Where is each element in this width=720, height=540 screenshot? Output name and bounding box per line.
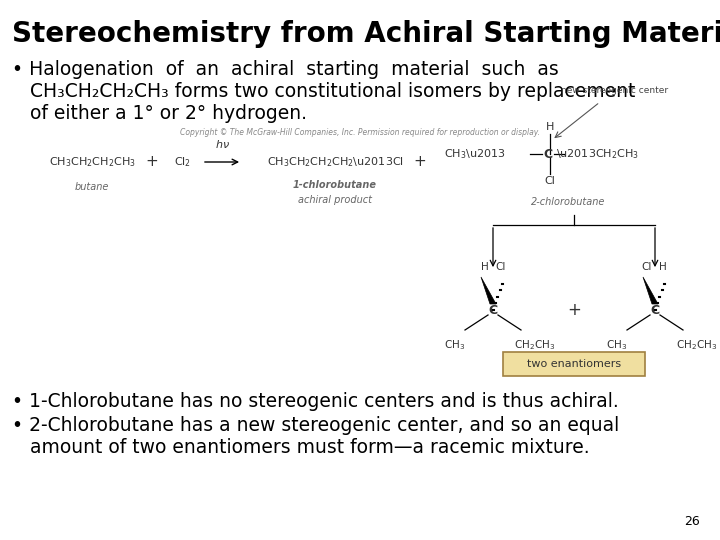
Text: • 2-Chlorobutane has a new stereogenic center, and so an equal: • 2-Chlorobutane has a new stereogenic c…	[12, 416, 619, 435]
Text: 2-chlorobutane: 2-chlorobutane	[531, 197, 606, 207]
Text: achiral product: achiral product	[298, 195, 372, 205]
Text: two enantiomers: two enantiomers	[527, 359, 621, 369]
Text: CH$_3$CH$_2$CH$_2$CH$_2$\u2013Cl: CH$_3$CH$_2$CH$_2$CH$_2$\u2013Cl	[266, 155, 403, 169]
Text: 26: 26	[684, 515, 700, 528]
FancyBboxPatch shape	[503, 352, 645, 376]
Text: Cl$_2$: Cl$_2$	[174, 155, 192, 169]
Text: +: +	[413, 154, 426, 170]
Text: +: +	[567, 301, 581, 319]
Text: Stereochemistry from Achiral Starting Material: Stereochemistry from Achiral Starting Ma…	[12, 20, 720, 48]
Text: CH$_2$CH$_3$: CH$_2$CH$_3$	[676, 338, 718, 352]
Text: C: C	[650, 303, 660, 316]
Text: C: C	[544, 147, 552, 160]
Text: butane: butane	[75, 182, 109, 192]
Text: • 1-Chlorobutane has no stereogenic centers and is thus achiral.: • 1-Chlorobutane has no stereogenic cent…	[12, 392, 618, 411]
Text: CH₃CH₂CH₂CH₃ forms two constitutional isomers by replacement: CH₃CH₂CH₂CH₃ forms two constitutional is…	[12, 82, 635, 101]
Text: Copyright © The McGraw-Hill Companies, Inc. Permission required for reproduction: Copyright © The McGraw-Hill Companies, I…	[180, 128, 540, 137]
Text: C: C	[488, 303, 498, 316]
Text: Cl: Cl	[496, 262, 506, 272]
Text: of either a 1° or 2° hydrogen.: of either a 1° or 2° hydrogen.	[12, 104, 307, 123]
Text: new stereogenic center: new stereogenic center	[562, 86, 669, 95]
Text: CH$_3$: CH$_3$	[444, 338, 466, 352]
Text: H: H	[659, 262, 667, 272]
Text: CH$_3$: CH$_3$	[606, 338, 628, 352]
Text: $h\nu$: $h\nu$	[215, 138, 230, 150]
Text: amount of two enantiomers must form—a racemic mixture.: amount of two enantiomers must form—a ra…	[12, 438, 590, 457]
Polygon shape	[643, 277, 658, 304]
Text: • Halogenation  of  an  achiral  starting  material  such  as: • Halogenation of an achiral starting ma…	[12, 60, 559, 79]
Text: CH$_2$CH$_3$: CH$_2$CH$_3$	[514, 338, 556, 352]
Polygon shape	[481, 277, 496, 304]
Text: CH$_3$CH$_2$CH$_2$CH$_3$: CH$_3$CH$_2$CH$_2$CH$_3$	[48, 155, 135, 169]
Text: Cl: Cl	[544, 176, 555, 186]
Text: CH$_3$\u2013: CH$_3$\u2013	[444, 147, 506, 161]
Text: 1-chlorobutane: 1-chlorobutane	[293, 180, 377, 190]
Text: H: H	[546, 122, 554, 132]
Text: +: +	[145, 154, 158, 170]
Text: Cl: Cl	[642, 262, 652, 272]
Text: \u2013CH$_2$CH$_3$: \u2013CH$_2$CH$_3$	[556, 147, 639, 161]
Text: H: H	[481, 262, 489, 272]
